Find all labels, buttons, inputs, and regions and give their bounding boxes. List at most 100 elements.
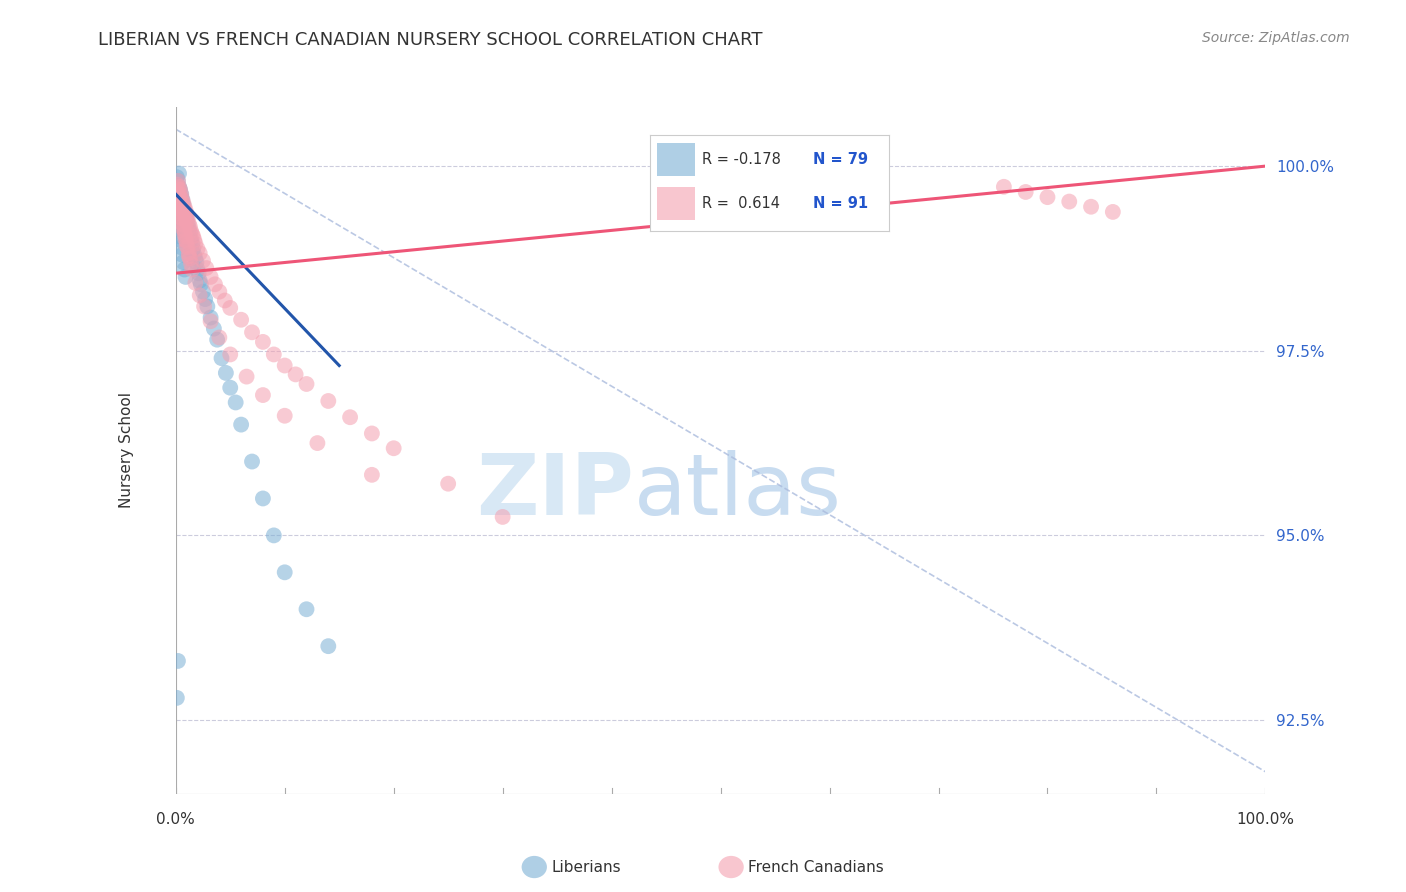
Point [167,214,190,228]
Point [174,207,197,221]
Point [170,194,193,209]
Point [174,217,197,231]
Point [307,436,329,450]
Point [166,170,188,185]
Point [181,242,204,256]
Point [179,226,201,240]
Point [170,207,193,221]
Point [177,217,200,231]
Point [170,187,193,202]
Point [170,187,193,202]
Point [174,211,197,225]
Point [188,274,211,288]
Point [215,366,238,380]
Point [166,185,188,199]
Point [167,179,190,194]
Point [167,179,190,194]
Point [181,262,204,277]
Point [177,212,200,227]
Point [167,196,190,211]
FancyBboxPatch shape [657,144,696,176]
Point [173,218,195,232]
Point [169,183,191,197]
Text: Nursery School: Nursery School [120,392,134,508]
Point [231,417,253,432]
Point [173,200,195,214]
Point [176,227,198,241]
Point [180,224,202,238]
Point [172,197,194,211]
Point [179,235,201,249]
Point [183,248,205,262]
Point [174,203,197,218]
Text: Liberians: Liberians [551,860,621,874]
Point [170,202,193,216]
Point [188,246,211,260]
Point [172,200,194,214]
Point [191,285,214,299]
Point [167,222,190,236]
Point [176,214,198,228]
Point [169,205,191,219]
Point [205,333,228,347]
Point [166,185,188,199]
Point [172,212,194,227]
Point [173,207,195,221]
Point [240,454,263,468]
Point [318,639,340,653]
Point [295,376,318,391]
Text: R = -0.178: R = -0.178 [703,152,782,167]
Point [200,310,222,325]
Point [263,347,285,361]
Point [180,257,202,271]
Point [173,227,195,241]
Point [188,288,211,302]
Point [167,203,190,218]
Text: Source: ZipAtlas.com: Source: ZipAtlas.com [1202,31,1350,45]
Text: 0.0%: 0.0% [156,813,195,828]
Point [172,255,194,269]
Point [167,229,190,244]
Point [202,321,225,335]
Point [295,602,318,616]
Point [173,203,195,218]
Point [382,442,405,456]
Point [172,205,194,219]
Point [179,252,201,266]
Point [167,174,190,188]
Point [214,293,236,308]
Point [252,491,274,506]
Point [1080,200,1102,214]
Point [184,252,207,266]
Point [181,236,204,251]
Point [318,394,340,409]
Point [187,266,209,280]
Point [169,202,191,216]
Point [191,253,214,268]
Point [167,654,190,668]
Point [183,233,205,247]
Point [172,218,194,232]
Point [219,381,242,395]
Point [167,196,190,211]
Point [170,240,193,254]
Point [176,235,198,249]
Point [167,192,190,206]
Point [176,211,198,225]
Point [1036,190,1059,204]
Point [167,187,190,202]
Point [177,222,200,236]
Text: N = 91: N = 91 [813,196,868,211]
Point [173,211,195,225]
Point [170,194,193,209]
Text: ZIP: ZIP [475,450,633,533]
Point [437,476,460,491]
Point [177,224,200,238]
Point [172,196,194,211]
Point [172,192,194,206]
Point [492,510,515,524]
Point [194,292,217,306]
Point [172,200,194,214]
Point [274,359,297,373]
Point [204,277,226,292]
